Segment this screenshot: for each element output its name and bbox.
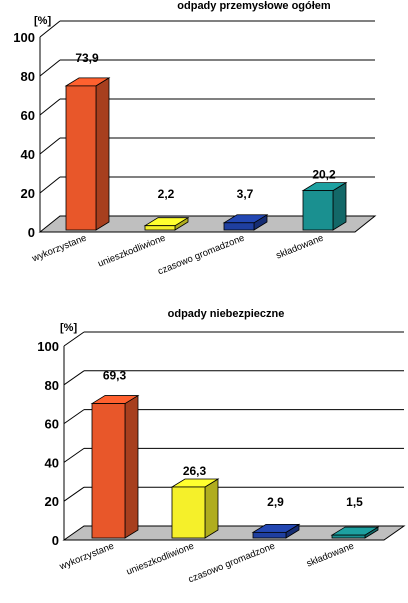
bar-front [144,225,176,231]
bar-side [124,394,139,539]
category-label: wykorzystane [30,233,88,265]
y-tick-label: 60 [21,108,35,123]
bar-3 [222,214,269,231]
bar-front [171,486,206,539]
category-label: unieszkodliwione [125,541,196,578]
category-label: czasowo gromadzone [187,541,277,586]
bar-1 [90,394,140,539]
chart-title: odpady przemysłowe ogółem [177,0,331,12]
data-label: 2,9 [267,495,284,509]
y-axis-label: [%] [34,15,51,27]
y-tick-label: 100 [37,339,59,354]
bar-front [91,403,126,539]
gridline-side [63,409,85,425]
data-label: 73,9 [75,51,99,65]
bar-front [331,534,366,539]
gridline-side [39,98,61,116]
data-label: 1,5 [346,495,363,509]
data-label: 3,7 [237,187,254,201]
bar-side [95,77,110,231]
y-axis-label: [%] [60,322,77,334]
gridline-side [39,20,61,38]
y-tick-label: 40 [45,455,59,470]
bar-2 [143,216,190,231]
data-label: 20,2 [312,168,336,182]
bar-4 [330,526,380,539]
bar-front [252,531,287,539]
category-label: czasowo gromadzone [156,233,246,278]
y-tick-label: 80 [21,69,35,84]
bar-4 [301,181,348,231]
y-tick-label: 0 [28,225,35,240]
gridline-side [63,447,85,463]
y-tick-label: 60 [45,417,59,432]
y-tick-label: 40 [21,147,35,162]
data-label: 2,2 [158,187,175,201]
gridline-side [39,176,61,194]
gridline-side [39,59,61,77]
bar-3 [251,523,301,539]
y-tick-label: 20 [45,494,59,509]
bar-front [302,190,334,231]
chart-1: odpady przemysłowe ogółem [%] 0 20 40 60 80 100… [13,0,377,278]
y-tick-label: 80 [45,378,59,393]
gridline-side [63,370,85,386]
y-tick-label: 100 [13,30,35,45]
category-label: wykorzystane [57,541,115,573]
bar-2 [170,478,220,539]
bar-front [65,85,97,231]
data-label: 69,3 [103,369,127,383]
bar-front [223,222,255,231]
bar-side [204,478,219,539]
chart-title: odpady niebezpieczne [168,308,285,320]
gridline-side [63,331,85,347]
chart-2: odpady niebezpieczne [%] 0 20 40 60 80 100 69,3 w… [37,308,406,586]
bar-1 [64,77,111,231]
category-label: unieszkodliwione [96,233,167,270]
gridline-side [39,137,61,155]
y-tick-label: 0 [52,533,59,548]
category-label: składowane [305,541,356,570]
y-tick-label: 20 [21,186,35,201]
gridline-side [63,486,85,502]
data-label: 26,3 [183,464,207,478]
category-label: składowane [274,233,325,262]
